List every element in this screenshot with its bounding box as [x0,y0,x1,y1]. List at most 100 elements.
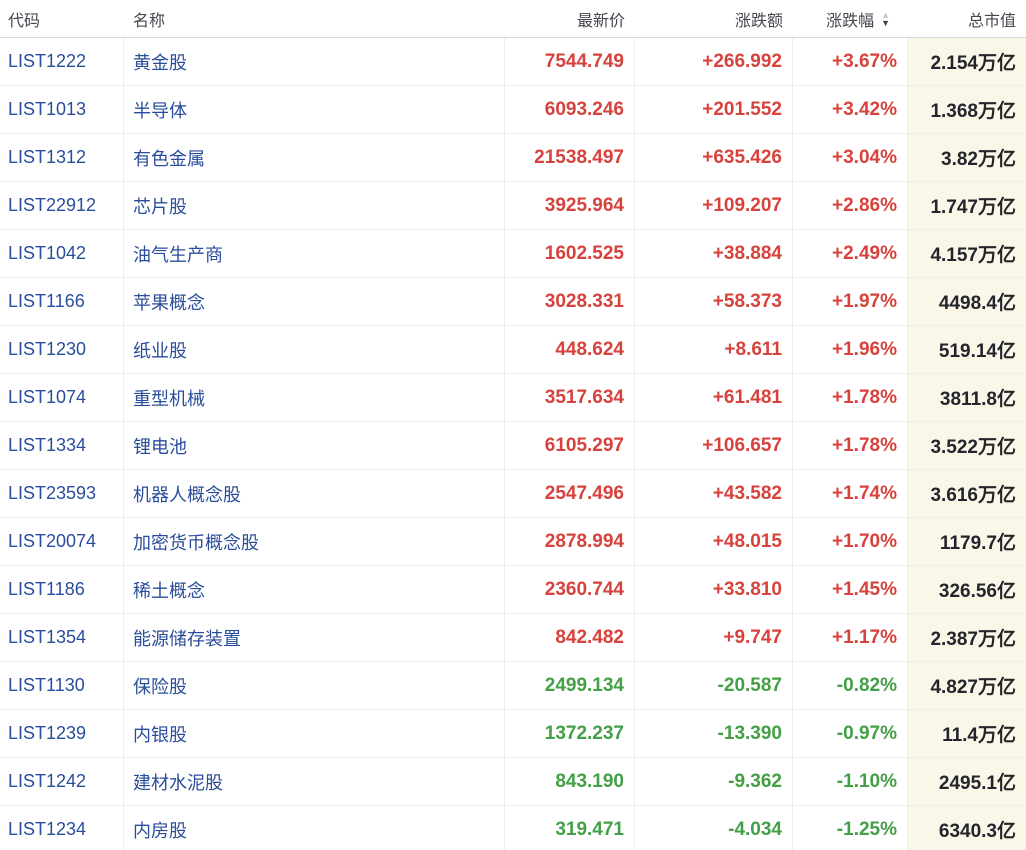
table-row[interactable]: LIST1354 能源储存装置 842.482 +9.747 +1.17% 2.… [0,614,1026,662]
stock-code-link[interactable]: LIST1242 [0,758,124,805]
stock-name-link[interactable]: 油气生产商 [124,230,505,277]
change-percent-value: -0.97% [793,710,908,757]
header-code[interactable]: 代码 [8,12,41,30]
market-cap-value: 1.747万亿 [908,182,1026,229]
sort-indicator[interactable]: ▲ ▼ [881,9,890,27]
stock-code-link[interactable]: LIST22912 [0,182,124,229]
change-amount-value: -20.587 [635,662,793,709]
table-row[interactable]: LIST1242 建材水泥股 843.190 -9.362 -1.10% 249… [0,758,1026,806]
table-row[interactable]: LIST1222 黄金股 7544.749 +266.992 +3.67% 2.… [0,38,1026,86]
stock-name-link[interactable]: 内银股 [124,710,505,757]
stock-name-link[interactable]: 苹果概念 [124,278,505,325]
change-amount-value: +61.481 [635,374,793,421]
change-amount-value: -4.034 [635,806,793,850]
market-cap-value: 1.368万亿 [908,86,1026,133]
stock-code-link[interactable]: LIST1334 [0,422,124,469]
stock-code-link[interactable]: LIST1130 [0,662,124,709]
change-amount-value: +38.884 [635,230,793,277]
change-percent-value: +3.04% [793,134,908,181]
table-row[interactable]: LIST1239 内银股 1372.237 -13.390 -0.97% 11.… [0,710,1026,758]
stock-name-link[interactable]: 建材水泥股 [124,758,505,805]
stock-code-link[interactable]: LIST1222 [0,38,124,85]
latest-price-value: 842.482 [505,614,635,661]
market-cap-value: 3.522万亿 [908,422,1026,469]
stock-name-link[interactable]: 纸业股 [124,326,505,373]
latest-price-value: 3925.964 [505,182,635,229]
stock-name-link[interactable]: 黄金股 [124,38,505,85]
table-row[interactable]: LIST1074 重型机械 3517.634 +61.481 +1.78% 38… [0,374,1026,422]
stock-code-link[interactable]: LIST1074 [0,374,124,421]
market-cap-value: 3.616万亿 [908,470,1026,517]
stock-code-link[interactable]: LIST1013 [0,86,124,133]
market-cap-value: 3.82万亿 [908,134,1026,181]
table-body: LIST1222 黄金股 7544.749 +266.992 +3.67% 2.… [0,38,1026,850]
change-percent-value: +1.96% [793,326,908,373]
table-row[interactable]: LIST1042 油气生产商 1602.525 +38.884 +2.49% 4… [0,230,1026,278]
table-row[interactable]: LIST1130 保险股 2499.134 -20.587 -0.82% 4.8… [0,662,1026,710]
change-percent-value: +1.78% [793,374,908,421]
table-row[interactable]: LIST1312 有色金属 21538.497 +635.426 +3.04% … [0,134,1026,182]
stock-name-link[interactable]: 保险股 [124,662,505,709]
stock-code-link[interactable]: LIST1312 [0,134,124,181]
stock-name-link[interactable]: 加密货币概念股 [124,518,505,565]
market-cap-value: 6340.3亿 [908,806,1026,850]
market-cap-value: 2495.1亿 [908,758,1026,805]
header-market-cap[interactable]: 总市值 [967,12,1016,30]
table-row[interactable]: LIST22912 芯片股 3925.964 +109.207 +2.86% 1… [0,182,1026,230]
market-cap-value: 4498.4亿 [908,278,1026,325]
market-cap-value: 11.4万亿 [908,710,1026,757]
stock-code-link[interactable]: LIST1166 [0,278,124,325]
table-row[interactable]: LIST1186 稀土概念 2360.744 +33.810 +1.45% 32… [0,566,1026,614]
change-amount-value: -9.362 [635,758,793,805]
change-amount-value: +201.552 [635,86,793,133]
stock-name-link[interactable]: 机器人概念股 [124,470,505,517]
table-row[interactable]: LIST1234 内房股 319.471 -4.034 -1.25% 6340.… [0,806,1026,850]
change-percent-value: -0.82% [793,662,908,709]
stock-name-link[interactable]: 芯片股 [124,182,505,229]
change-amount-value: +266.992 [635,38,793,85]
stock-name-link[interactable]: 稀土概念 [124,566,505,613]
market-cap-value: 1179.7亿 [908,518,1026,565]
table-row[interactable]: LIST1013 半导体 6093.246 +201.552 +3.42% 1.… [0,86,1026,134]
stock-code-link[interactable]: LIST1186 [0,566,124,613]
table-row[interactable]: LIST23593 机器人概念股 2547.496 +43.582 +1.74%… [0,470,1026,518]
stock-name-link[interactable]: 半导体 [124,86,505,133]
latest-price-value: 21538.497 [505,134,635,181]
change-percent-value: +1.97% [793,278,908,325]
stock-code-link[interactable]: LIST1234 [0,806,124,850]
market-cap-value: 2.154万亿 [908,38,1026,85]
change-percent-value: +1.74% [793,470,908,517]
latest-price-value: 7544.749 [505,38,635,85]
stock-name-link[interactable]: 有色金属 [124,134,505,181]
sort-asc-icon: ▲ [881,9,890,20]
stock-code-link[interactable]: LIST1042 [0,230,124,277]
change-percent-value: +1.78% [793,422,908,469]
market-cap-value: 326.56亿 [908,566,1026,613]
table-row[interactable]: LIST20074 加密货币概念股 2878.994 +48.015 +1.70… [0,518,1026,566]
stock-code-link[interactable]: LIST1354 [0,614,124,661]
change-amount-value: +9.747 [635,614,793,661]
header-name[interactable]: 名称 [133,12,166,30]
stock-code-link[interactable]: LIST20074 [0,518,124,565]
stock-name-link[interactable]: 能源储存装置 [124,614,505,661]
stock-code-link[interactable]: LIST1230 [0,326,124,373]
change-percent-value: +3.67% [793,38,908,85]
table-row[interactable]: LIST1334 锂电池 6105.297 +106.657 +1.78% 3.… [0,422,1026,470]
stock-name-link[interactable]: 内房股 [124,806,505,850]
change-percent-value: +1.70% [793,518,908,565]
change-percent-value: -1.25% [793,806,908,850]
header-change-percent[interactable]: 涨跌幅 ▲ ▼ [793,0,908,37]
change-amount-value: +33.810 [635,566,793,613]
stock-name-link[interactable]: 锂电池 [124,422,505,469]
change-amount-value: +8.611 [635,326,793,373]
table-row[interactable]: LIST1166 苹果概念 3028.331 +58.373 +1.97% 44… [0,278,1026,326]
stock-name-link[interactable]: 重型机械 [124,374,505,421]
change-amount-value: +106.657 [635,422,793,469]
header-latest-price[interactable]: 最新价 [576,12,625,30]
header-change-amount[interactable]: 涨跌额 [734,12,783,30]
stock-code-link[interactable]: LIST1239 [0,710,124,757]
stock-code-link[interactable]: LIST23593 [0,470,124,517]
table-row[interactable]: LIST1230 纸业股 448.624 +8.611 +1.96% 519.1… [0,326,1026,374]
change-percent-value: +1.17% [793,614,908,661]
